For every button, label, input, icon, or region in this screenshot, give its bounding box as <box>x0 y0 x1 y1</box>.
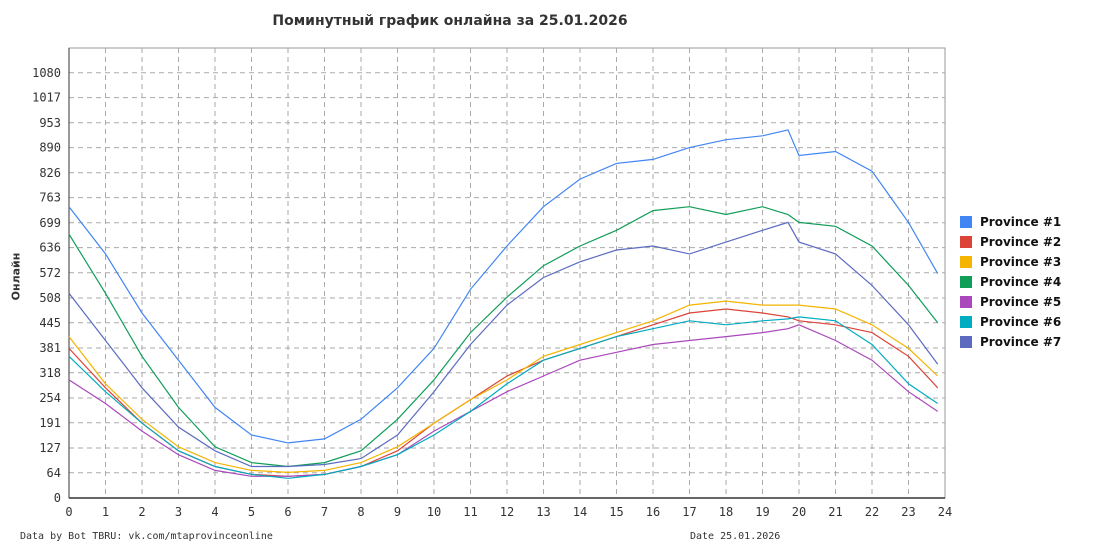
legend-swatch <box>960 236 972 248</box>
x-tick-label: 9 <box>394 505 401 519</box>
x-tick-label: 6 <box>284 505 291 519</box>
y-tick-label: 572 <box>39 266 61 280</box>
legend-item: Province #7 <box>960 332 1061 352</box>
y-tick-label: 890 <box>39 141 61 155</box>
x-tick-label: 17 <box>682 505 696 519</box>
legend-swatch <box>960 296 972 308</box>
y-tick-label: 636 <box>39 241 61 255</box>
x-tick-label: 11 <box>463 505 477 519</box>
legend-item: Province #1 <box>960 212 1061 232</box>
series-line-province-2 <box>68 308 939 477</box>
x-tick-label: 24 <box>938 505 952 519</box>
legend-item: Province #3 <box>960 252 1061 272</box>
data-source-note: Data by Bot TBRU: vk.com/mtaprovinceonli… <box>20 531 273 542</box>
y-tick-label: 381 <box>39 341 61 355</box>
legend-swatch <box>960 336 972 348</box>
legend-swatch <box>960 256 972 268</box>
x-tick-label: 15 <box>609 505 623 519</box>
legend-label: Province #3 <box>980 255 1062 269</box>
x-tick-label: 18 <box>719 505 733 519</box>
y-tick-label: 699 <box>39 216 61 230</box>
y-tick-label: 254 <box>39 391 61 405</box>
x-tick-label: 1 <box>102 505 109 519</box>
y-tick-label: 508 <box>39 291 61 305</box>
y-tick-label: 318 <box>39 366 61 380</box>
y-tick-label: 127 <box>39 441 61 455</box>
y-tick-label: 0 <box>54 491 61 505</box>
x-tick-label: 8 <box>357 505 364 519</box>
x-tick-label: 2 <box>138 505 145 519</box>
legend: Province #1 Province #2 Province #3 Provinc… <box>960 212 1061 352</box>
series-line-province-3 <box>68 300 939 474</box>
x-tick-label: 12 <box>500 505 514 519</box>
legend-item: Province #6 <box>960 312 1061 332</box>
legend-label: Province #6 <box>980 315 1062 329</box>
legend-item: Province #2 <box>960 232 1061 252</box>
chart-title: Поминутный график онлайна за 25.01.2026 <box>272 13 628 29</box>
series-line-province-6 <box>68 316 939 479</box>
legend-label: Province #4 <box>980 275 1062 289</box>
y-tick-label: 191 <box>39 416 61 430</box>
x-tick-label: 14 <box>573 505 587 519</box>
x-tick-label: 4 <box>211 505 218 519</box>
legend-swatch <box>960 276 972 288</box>
x-tick-label: 5 <box>248 505 255 519</box>
legend-item: Province #4 <box>960 272 1061 292</box>
legend-swatch <box>960 216 972 228</box>
x-tick-label: 13 <box>536 505 550 519</box>
x-tick-label: 16 <box>646 505 660 519</box>
x-tick-label: 19 <box>755 505 769 519</box>
legend-label: Province #7 <box>980 335 1062 349</box>
series-line-province-7 <box>68 221 939 468</box>
series-line-province-5 <box>68 324 939 477</box>
y-tick-label: 826 <box>39 166 61 180</box>
y-tick-label: 763 <box>39 191 61 205</box>
y-tick-label: 953 <box>39 116 61 130</box>
legend-label: Province #2 <box>980 235 1062 249</box>
y-tick-label: 64 <box>47 466 61 480</box>
legend-label: Province #5 <box>980 295 1062 309</box>
x-tick-label: 21 <box>828 505 842 519</box>
x-tick-label: 22 <box>865 505 879 519</box>
x-tick-label: 23 <box>901 505 915 519</box>
legend-swatch <box>960 316 972 328</box>
series-line-province-1 <box>68 129 939 444</box>
x-tick-label: 20 <box>792 505 806 519</box>
y-tick-label: 445 <box>39 316 61 330</box>
date-note: Date 25.01.2026 <box>690 531 781 542</box>
y-tick-label: 1080 <box>32 66 61 80</box>
x-tick-label: 10 <box>427 505 441 519</box>
x-tick-label: 3 <box>175 505 182 519</box>
legend-item: Province #5 <box>960 292 1061 312</box>
x-tick-label: 7 <box>321 505 328 519</box>
legend-label: Province #1 <box>980 215 1062 229</box>
x-tick-label: 0 <box>65 505 72 519</box>
y-tick-label: 1017 <box>32 91 61 105</box>
series-line-province-4 <box>68 206 939 468</box>
